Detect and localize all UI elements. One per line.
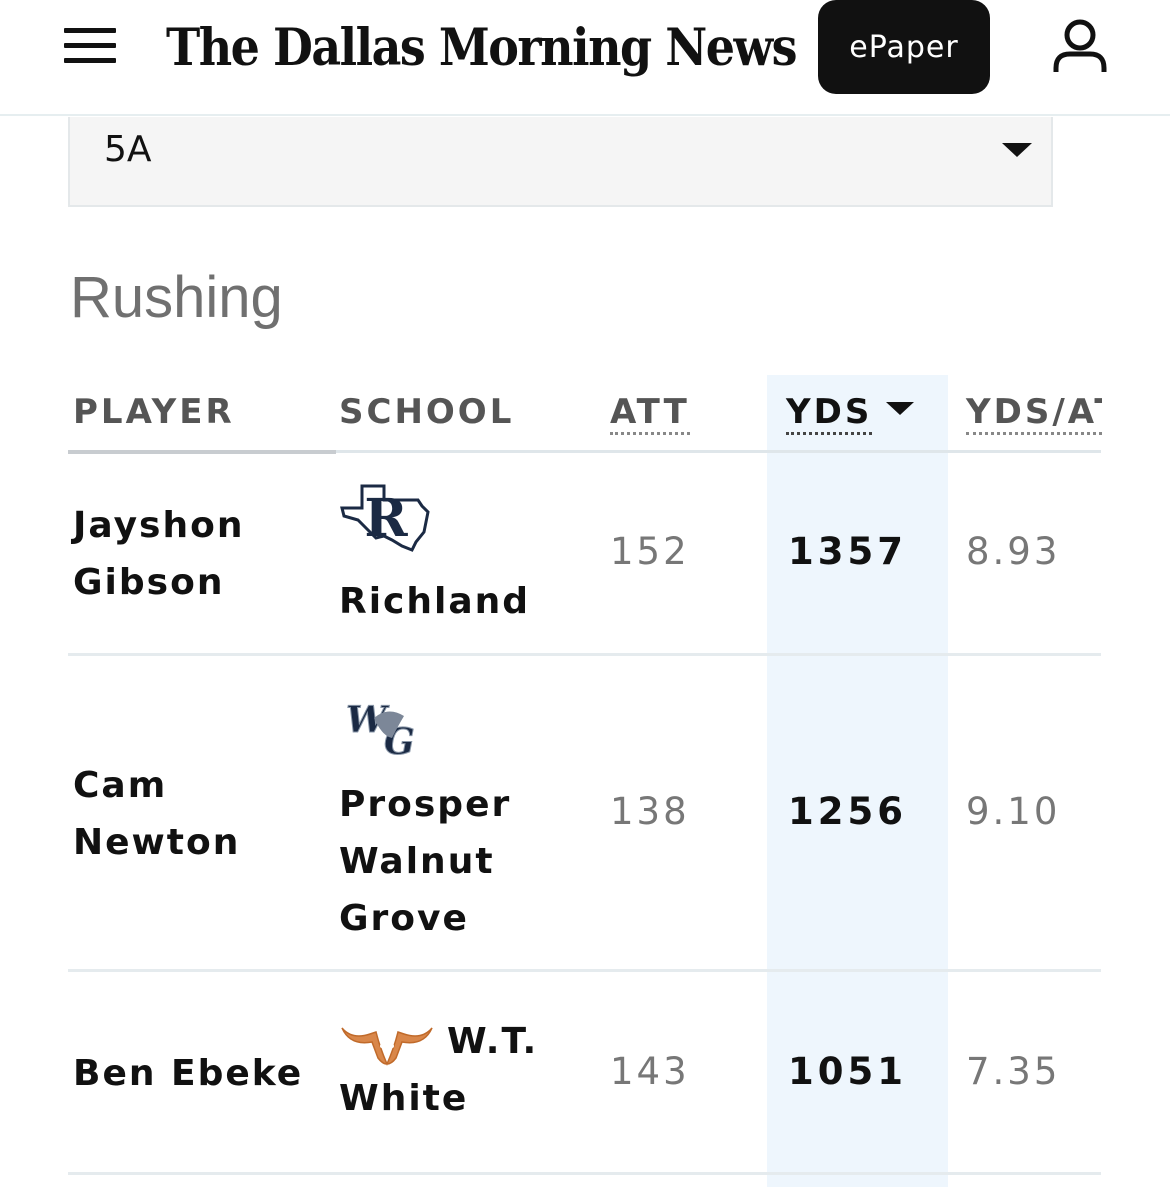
yds-value: 1256	[788, 790, 907, 833]
site-logo[interactable]: The Dallas Morning News	[166, 16, 798, 78]
sorted-column-highlight	[767, 375, 948, 1187]
section-title: Rushing	[70, 265, 283, 330]
player-name[interactable]: Jayshon Gibson	[73, 505, 245, 603]
column-header-school: SCHOOL	[339, 392, 515, 432]
table-header-divider-accent	[68, 450, 336, 454]
column-header-player: PLAYER	[73, 392, 235, 432]
school-name[interactable]: W.T. White	[339, 1021, 539, 1119]
division-select[interactable]: 5A	[68, 117, 1053, 207]
player-name[interactable]: Cam Newton	[73, 765, 241, 863]
att-value: 143	[610, 1050, 690, 1093]
row-divider	[68, 653, 1101, 656]
school-name[interactable]: Richland	[339, 581, 531, 622]
svg-text:R: R	[364, 488, 408, 549]
row-divider	[68, 969, 1101, 972]
ypa-value: 9.10	[966, 790, 1061, 833]
division-select-value: 5A	[104, 129, 152, 170]
column-header-att[interactable]: ATT	[610, 392, 690, 435]
wt-white-longhorn-logo	[341, 1027, 433, 1066]
column-header-yds[interactable]: YDS	[786, 392, 915, 435]
att-value: 152	[610, 530, 690, 573]
player-name[interactable]: Ben Ebeke	[73, 1053, 304, 1094]
school-name[interactable]: Prosper Walnut Grove	[339, 784, 512, 939]
user-account-icon[interactable]	[1050, 18, 1110, 76]
hamburger-menu-icon[interactable]	[64, 26, 116, 66]
richland-logo: R	[340, 484, 430, 552]
ypa-value: 7.35	[966, 1050, 1061, 1093]
table-overflow-clip: YDS/AT	[960, 380, 1102, 1187]
epaper-button[interactable]: ePaper	[818, 0, 990, 94]
walnut-grove-logo: W G	[346, 699, 416, 759]
site-header: The Dallas Morning News ePaper	[0, 0, 1170, 116]
yds-value: 1051	[788, 1050, 907, 1093]
caret-down-icon	[1002, 143, 1032, 157]
yds-value: 1357	[788, 530, 907, 573]
table-header-divider	[68, 450, 1101, 453]
att-value: 138	[610, 790, 690, 833]
ypa-value: 8.93	[966, 530, 1061, 573]
sort-descending-icon	[886, 402, 915, 415]
row-divider	[68, 1172, 1101, 1175]
column-header-ypa[interactable]: YDS/AT	[966, 392, 1102, 435]
